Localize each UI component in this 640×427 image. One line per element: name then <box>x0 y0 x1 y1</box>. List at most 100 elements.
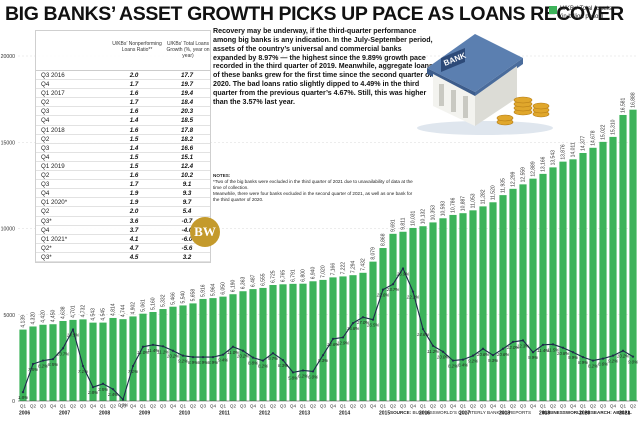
growth-value-label: 8.8% <box>248 361 258 366</box>
x-tick-quarter: Q2 <box>270 404 277 409</box>
asset-bar <box>279 284 287 401</box>
x-tick-quarter: Q4 <box>210 404 217 409</box>
x-tick-quarter: Q3 <box>480 404 487 409</box>
table-cell-quarter: Q2 <box>41 208 50 216</box>
table-col-ratio: U/KBs’ Nonperforming Loans Ratio** <box>112 41 162 53</box>
x-tick-quarter: Q2 <box>390 404 397 409</box>
asset-value-label: 15,310 <box>611 119 617 135</box>
asset-value-label: 11,282 <box>481 189 487 204</box>
table-cell-quarter: Q3* <box>41 217 52 225</box>
asset-bar <box>589 147 597 401</box>
asset-value-label: 14,011 <box>571 142 577 157</box>
article-text: Recovery may be underway, if the third-q… <box>213 27 433 106</box>
growth-point <box>71 328 75 331</box>
table-cell-npl-ratio: 2.0 <box>129 208 139 216</box>
asset-bar <box>619 114 627 401</box>
growth-point <box>91 386 95 389</box>
table-body: Q3 2016 2.0 17.7 Q4 1.7 19.7 Q1 2017 1.6 19.4 Q2 1… <box>36 71 210 262</box>
asset-bar <box>559 161 567 401</box>
asset-value-label: 4,320 <box>31 312 37 325</box>
x-tick-quarter: Q1 <box>140 404 147 409</box>
table-cell-loans-growth: 19.7 <box>180 81 194 89</box>
table-cell-npl-ratio: 1.5 <box>129 135 139 143</box>
x-tick-quarter: Q1 <box>180 404 187 409</box>
growth-value-label: 10.2% <box>617 354 630 359</box>
growth-point <box>431 344 435 347</box>
asset-value-label: 6,800 <box>301 269 307 282</box>
growth-point <box>611 354 615 357</box>
table-cell-npl-ratio: 4.1 <box>129 235 139 243</box>
growth-point <box>51 358 55 361</box>
asset-bar <box>299 283 307 401</box>
asset-bar <box>579 152 587 401</box>
table-header: U/KBs’ Nonperforming Loans Ratio** U/KBs… <box>36 31 210 71</box>
x-tick-quarter: Q2 <box>350 404 357 409</box>
asset-bar <box>349 275 357 401</box>
x-tick-quarter: Q2 <box>510 404 517 409</box>
y-tick-label: 20000 <box>1 54 16 60</box>
table-cell-loans-growth: 17.7 <box>180 72 194 79</box>
growth-point <box>41 359 45 362</box>
x-tick-quarter: Q1 <box>540 404 547 409</box>
x-tick-quarter: Q1 <box>60 404 67 409</box>
asset-bar <box>399 231 407 401</box>
growth-point <box>221 353 225 356</box>
asset-bar <box>529 178 537 401</box>
growth-value-label: 5.8% <box>288 375 298 380</box>
growth-value-label: 7.1% <box>128 369 138 374</box>
asset-value-label: 10,786 <box>451 197 457 213</box>
table-row: Q3* 3.6 -0.7 <box>36 217 210 226</box>
asset-bar <box>359 272 367 401</box>
table-cell-quarter: Q2 <box>41 135 50 143</box>
x-tick-quarter: Q2 <box>110 404 117 409</box>
growth-point <box>581 356 585 359</box>
bank-illustration: BANK <box>417 34 553 135</box>
growth-value-label: 12.9% <box>337 340 350 345</box>
growth-point <box>371 318 375 321</box>
asset-value-label: 8,868 <box>381 233 387 246</box>
table-cell-loans-growth: 18.4 <box>180 99 194 107</box>
table-cell-quarter: Q4 <box>41 226 50 234</box>
asset-bar <box>189 303 197 401</box>
table-row: Q1 2021* 4.1 -6.0 <box>36 235 210 244</box>
growth-value-label: 8.2% <box>588 364 598 369</box>
asset-value-label: 13,876 <box>561 144 567 160</box>
x-tick-quarter: Q2 <box>630 404 637 409</box>
businessworld-logo: BW <box>190 217 220 247</box>
asset-value-label: 10,353 <box>431 205 437 221</box>
growth-value-label: 0.3% <box>118 403 128 408</box>
growth-point <box>621 349 625 352</box>
chart-title: BIG BANKS’ ASSET GROWTH PICKS UP PACE AS… <box>5 3 624 25</box>
asset-bar <box>149 311 157 401</box>
asset-value-label: 5,658 <box>191 289 197 302</box>
asset-bar <box>419 226 427 401</box>
asset-bar <box>479 206 487 401</box>
x-tick-quarter: Q1 <box>260 404 267 409</box>
growth-point <box>131 364 135 368</box>
x-tick-year: 2010 <box>179 411 190 417</box>
growth-value-label: 10.6% <box>477 352 490 357</box>
growth-value-label: 7.5% <box>28 367 38 372</box>
x-tick-year: 2021 <box>619 411 630 417</box>
asset-bar <box>119 319 127 401</box>
growth-point <box>571 351 575 354</box>
growth-value-label: 9.4% <box>218 358 228 363</box>
table-cell-quarter: Q3 <box>41 181 50 189</box>
growth-value-label: 9.9% <box>568 355 578 360</box>
growth-value-label: 3.5% <box>98 387 108 392</box>
growth-point <box>141 345 145 348</box>
x-tick-quarter: Q1 <box>580 404 587 409</box>
asset-value-label: 4,638 <box>61 306 67 319</box>
x-tick-year: 2009 <box>139 411 150 417</box>
growth-point <box>261 359 265 362</box>
asset-bar <box>69 319 77 401</box>
asset-value-label: 7,222 <box>341 262 347 275</box>
growth-value-label: 8.5% <box>48 362 58 367</box>
table-row: Q2 2.0 5.4 <box>36 207 210 217</box>
growth-line-path <box>22 267 634 401</box>
table-cell-loans-growth: -6.0 <box>181 235 193 243</box>
asset-bar <box>209 298 217 401</box>
asset-bar <box>19 329 27 401</box>
table-cell-quarter: Q4 <box>41 153 50 161</box>
growth-point <box>361 316 365 319</box>
